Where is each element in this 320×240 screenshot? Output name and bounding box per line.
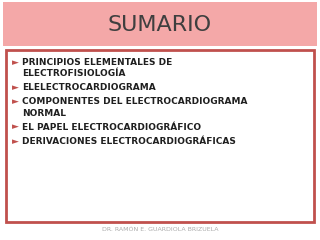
Text: PRINCIPIOS ELEMENTALES DE
ELECTROFISIOLOGÍA: PRINCIPIOS ELEMENTALES DE ELECTROFISIOLO… [22,58,172,78]
Text: ►: ► [12,137,19,146]
Text: EL PAPEL ELECTROCARDIOGRÁFICO: EL PAPEL ELECTROCARDIOGRÁFICO [22,122,201,132]
Text: DR. RAMÓN E. GUARDIOLA BRIZUELA: DR. RAMÓN E. GUARDIOLA BRIZUELA [102,227,218,232]
Bar [3,2,317,46]
Text: ►: ► [12,58,19,67]
Text: COMPONENTES DEL ELECTROCARDIOGRAMA
NORMAL: COMPONENTES DEL ELECTROCARDIOGRAMA NORMA… [22,97,247,118]
Text: DERIVACIONES ELECTROCARDIOGRÁFICAS: DERIVACIONES ELECTROCARDIOGRÁFICAS [22,137,236,146]
Text: ELELECTROCARDIOGRAMA: ELELECTROCARDIOGRAMA [22,83,156,92]
Text: SUMARIO: SUMARIO [108,15,212,35]
Bar [6,50,314,222]
Text: ►: ► [12,122,19,132]
Text: ►: ► [12,83,19,92]
Text: ►: ► [12,97,19,107]
